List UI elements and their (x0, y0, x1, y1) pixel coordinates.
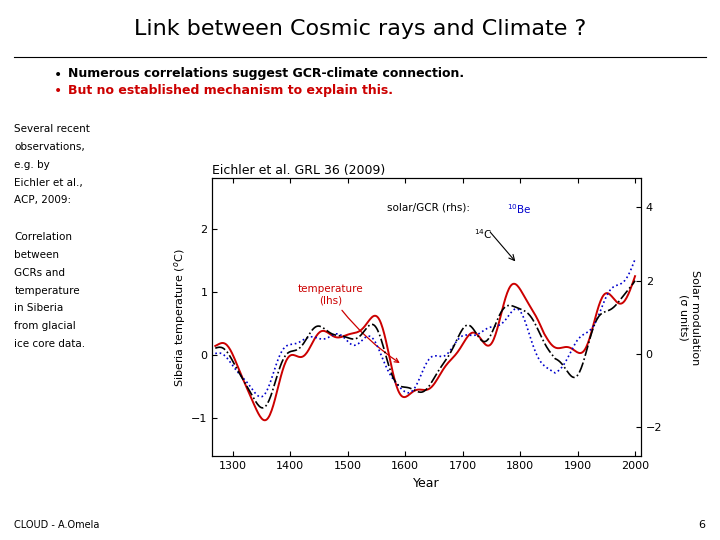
Text: ACP, 2009:: ACP, 2009: (14, 195, 71, 206)
Text: Eichler et al. GRL 36 (2009): Eichler et al. GRL 36 (2009) (212, 164, 386, 177)
Text: 6: 6 (698, 520, 706, 530)
Text: temperature
(lhs): temperature (lhs) (297, 284, 399, 362)
Text: temperature: temperature (14, 286, 80, 296)
X-axis label: Year: Year (413, 477, 440, 490)
Text: Correlation: Correlation (14, 232, 73, 242)
Text: •: • (54, 68, 62, 82)
Text: e.g. by: e.g. by (14, 160, 50, 170)
Text: Numerous correlations suggest GCR-climate connection.: Numerous correlations suggest GCR-climat… (68, 68, 464, 80)
Text: observations,: observations, (14, 142, 85, 152)
Text: solar/GCR (rhs):: solar/GCR (rhs): (387, 202, 476, 212)
Text: $^{14}$C: $^{14}$C (474, 227, 492, 241)
Text: ice core data.: ice core data. (14, 339, 86, 349)
Text: Link between Cosmic rays and Climate ?: Link between Cosmic rays and Climate ? (134, 19, 586, 39)
Y-axis label: Siberia temperature ($^o$C): Siberia temperature ($^o$C) (172, 248, 189, 387)
Text: between: between (14, 250, 59, 260)
Text: GCRs and: GCRs and (14, 268, 66, 278)
Text: $^{10}$Be: $^{10}$Be (508, 202, 532, 216)
Y-axis label: Solar modulation
(σ units): Solar modulation (σ units) (679, 269, 701, 365)
Text: in Siberia: in Siberia (14, 303, 63, 314)
Text: from glacial: from glacial (14, 321, 76, 332)
Text: But no established mechanism to explain this.: But no established mechanism to explain … (68, 84, 393, 97)
Text: CLOUD - A.Omela: CLOUD - A.Omela (14, 520, 100, 530)
Text: Eichler et al.,: Eichler et al., (14, 178, 83, 188)
Text: Several recent: Several recent (14, 124, 90, 134)
Text: •: • (54, 84, 62, 98)
